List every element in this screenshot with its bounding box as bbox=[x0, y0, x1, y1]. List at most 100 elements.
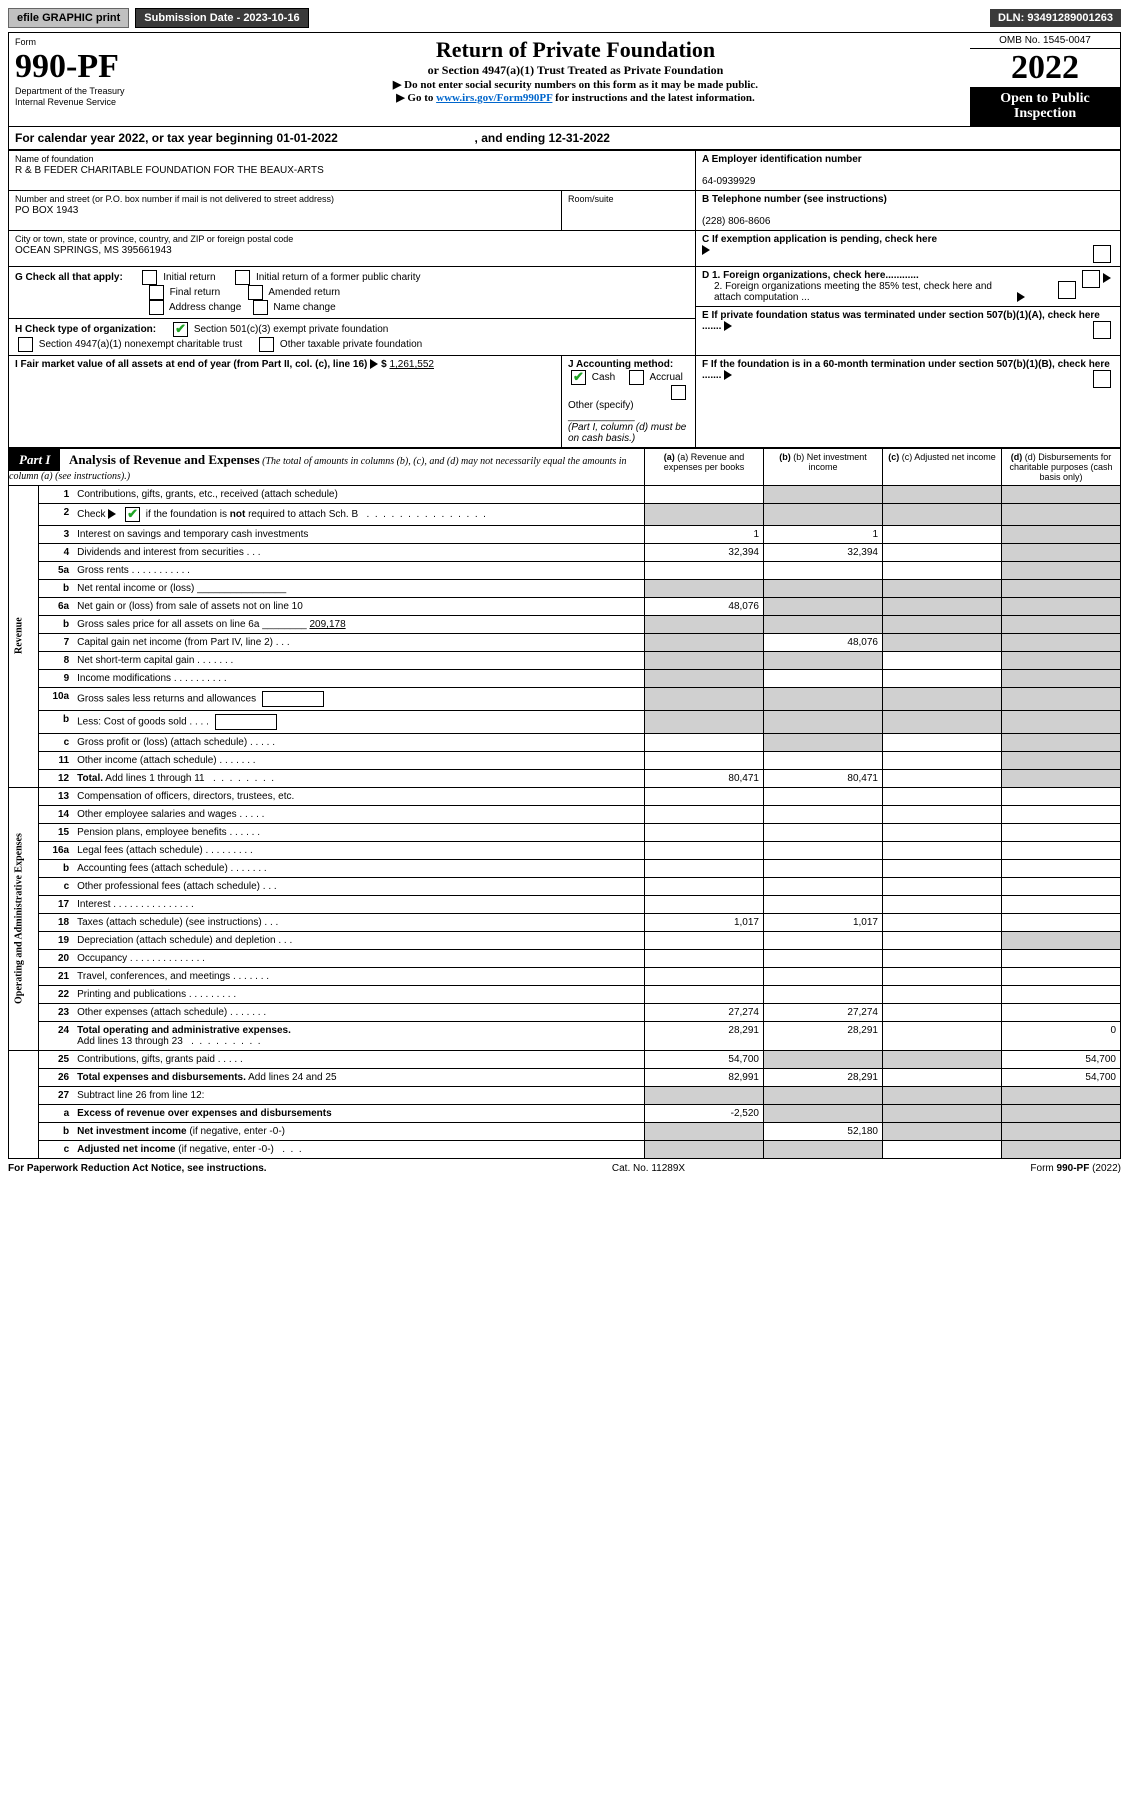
j-note: (Part I, column (d) must be on cash basi… bbox=[568, 422, 686, 444]
row-10a-desc: Gross sales less returns and allowances bbox=[73, 687, 644, 710]
g-label: G Check all that apply: bbox=[15, 272, 123, 283]
i-label: I Fair market value of all assets at end… bbox=[15, 359, 367, 370]
g-amended-check[interactable] bbox=[248, 285, 263, 300]
row-10c-desc: Gross profit or (loss) (attach schedule)… bbox=[73, 733, 644, 751]
row-20-num: 20 bbox=[39, 949, 74, 967]
row-16c-num: c bbox=[39, 877, 74, 895]
j-accrual-check[interactable] bbox=[629, 370, 644, 385]
g-final-check[interactable] bbox=[149, 285, 164, 300]
d2-label: 2. Foreign organizations meeting the 85%… bbox=[702, 281, 1014, 303]
row-6a-a: 48,076 bbox=[645, 597, 764, 615]
expenses-section-label: Operating and Administrative Expenses bbox=[9, 787, 39, 1050]
row-20-desc: Occupancy . . . . . . . . . . . . . . bbox=[73, 949, 644, 967]
irs-link[interactable]: www.irs.gov/Form990PF bbox=[436, 92, 552, 104]
calyear-begin: 01-01-2022 bbox=[276, 131, 337, 145]
foundation-name: R & B FEDER CHARITABLE FOUNDATION FOR TH… bbox=[15, 165, 324, 176]
row-3-num: 3 bbox=[39, 525, 74, 543]
col-d-header: (d) (d) Disbursements for charitable pur… bbox=[1002, 448, 1121, 485]
phone-value: (228) 806-8606 bbox=[702, 216, 770, 227]
row-13-desc: Compensation of officers, directors, tru… bbox=[73, 787, 644, 805]
row-16c-desc: Other professional fees (attach schedule… bbox=[73, 877, 644, 895]
row-27b-num: b bbox=[39, 1122, 74, 1140]
e-checkbox[interactable] bbox=[1093, 321, 1111, 339]
row-21-num: 21 bbox=[39, 967, 74, 985]
form-title: Return of Private Foundation bbox=[187, 37, 964, 63]
h-4947-check[interactable] bbox=[18, 337, 33, 352]
row-4-desc: Dividends and interest from securities .… bbox=[73, 543, 644, 561]
irs-label: Internal Revenue Service bbox=[15, 97, 116, 107]
part1-table: Part I Analysis of Revenue and Expenses … bbox=[8, 448, 1121, 1159]
calendar-year-line: For calendar year 2022, or tax year begi… bbox=[8, 127, 1121, 150]
row-24-b: 28,291 bbox=[764, 1021, 883, 1050]
h-other-check[interactable] bbox=[259, 337, 274, 352]
c-checkbox[interactable] bbox=[1093, 245, 1111, 263]
form-subtitle: or Section 4947(a)(1) Trust Treated as P… bbox=[187, 63, 964, 78]
g-name-check[interactable] bbox=[253, 300, 268, 315]
j-cash-check[interactable] bbox=[571, 370, 586, 385]
row-19-desc: Depreciation (attach schedule) and deple… bbox=[73, 931, 644, 949]
row-22-desc: Printing and publications . . . . . . . … bbox=[73, 985, 644, 1003]
row-27a-a: -2,520 bbox=[645, 1104, 764, 1122]
row-27c-desc: Adjusted net income (if negative, enter … bbox=[73, 1140, 644, 1158]
j-cash-label: Cash bbox=[592, 372, 615, 383]
instruction-2: ▶ Go to www.irs.gov/Form990PF for instru… bbox=[187, 91, 964, 104]
row-18-b: 1,017 bbox=[764, 913, 883, 931]
row-6b-num: b bbox=[39, 615, 74, 633]
footer-right: Form 990-PF (2022) bbox=[1030, 1163, 1121, 1174]
row-2-desc: Check if the foundation is not required … bbox=[73, 503, 644, 525]
row-4-num: 4 bbox=[39, 543, 74, 561]
arrow-icon bbox=[724, 370, 732, 380]
instr2-pre: ▶ Go to bbox=[396, 92, 436, 104]
row-25-desc: Contributions, gifts, grants paid . . . … bbox=[73, 1050, 644, 1068]
row-26-a: 82,991 bbox=[645, 1068, 764, 1086]
d1-label: D 1. Foreign organizations, check here..… bbox=[702, 270, 919, 281]
calyear-end: 12-31-2022 bbox=[549, 131, 610, 145]
j-accrual-label: Accrual bbox=[650, 372, 683, 383]
g-amended-label: Amended return bbox=[268, 287, 340, 298]
row-14-num: 14 bbox=[39, 805, 74, 823]
part1-label: Part I bbox=[9, 449, 60, 471]
row-18-a: 1,017 bbox=[645, 913, 764, 931]
j-other-check[interactable] bbox=[671, 385, 686, 400]
row-10c-num: c bbox=[39, 733, 74, 751]
row-23-a: 27,274 bbox=[645, 1003, 764, 1021]
h-501-label: Section 501(c)(3) exempt private foundat… bbox=[194, 324, 389, 335]
calyear-mid: , and ending bbox=[475, 131, 549, 145]
omb-label: OMB No. 1545-0047 bbox=[970, 33, 1120, 49]
f-checkbox[interactable] bbox=[1093, 370, 1111, 388]
part1-title: Analysis of Revenue and Expenses bbox=[63, 452, 260, 467]
row-10b-num: b bbox=[39, 710, 74, 733]
row-12-desc: Total. Add lines 1 through 11 . . . . . … bbox=[73, 769, 644, 787]
tax-year: 2022 bbox=[970, 49, 1120, 87]
schb-check[interactable] bbox=[125, 507, 140, 522]
d1-checkbox[interactable] bbox=[1082, 270, 1100, 288]
g-initial-former-check[interactable] bbox=[235, 270, 250, 285]
g-initial-label: Initial return bbox=[163, 272, 215, 283]
efile-print-button[interactable]: efile GRAPHIC print bbox=[8, 8, 129, 28]
row-8-num: 8 bbox=[39, 651, 74, 669]
row-12-num: 12 bbox=[39, 769, 74, 787]
h-501-check[interactable] bbox=[173, 322, 188, 337]
row-27-desc: Subtract line 26 from line 12: bbox=[73, 1086, 644, 1104]
row-25-a: 54,700 bbox=[645, 1050, 764, 1068]
form-header: Form 990-PF Department of the Treasury I… bbox=[8, 32, 1121, 127]
row-23-num: 23 bbox=[39, 1003, 74, 1021]
row-26-desc: Total expenses and disbursements. Add li… bbox=[73, 1068, 644, 1086]
row-16a-num: 16a bbox=[39, 841, 74, 859]
d2-checkbox[interactable] bbox=[1058, 281, 1076, 299]
row-27-num: 27 bbox=[39, 1086, 74, 1104]
row-15-num: 15 bbox=[39, 823, 74, 841]
g-addr-check[interactable] bbox=[149, 300, 164, 315]
row-16b-num: b bbox=[39, 859, 74, 877]
city-value: OCEAN SPRINGS, MS 395661943 bbox=[15, 245, 172, 256]
arrow-icon bbox=[1103, 273, 1111, 283]
page-footer: For Paperwork Reduction Act Notice, see … bbox=[8, 1159, 1121, 1174]
row-25-num: 25 bbox=[39, 1050, 74, 1068]
row-3-a: 1 bbox=[645, 525, 764, 543]
room-label: Room/suite bbox=[568, 194, 614, 204]
row-24-desc: Total operating and administrative expen… bbox=[73, 1021, 644, 1050]
g-initial-check[interactable] bbox=[142, 270, 157, 285]
f-label: F If the foundation is in a 60-month ter… bbox=[702, 359, 1110, 381]
instruction-1: ▶ Do not enter social security numbers o… bbox=[187, 78, 964, 91]
row-11-num: 11 bbox=[39, 751, 74, 769]
